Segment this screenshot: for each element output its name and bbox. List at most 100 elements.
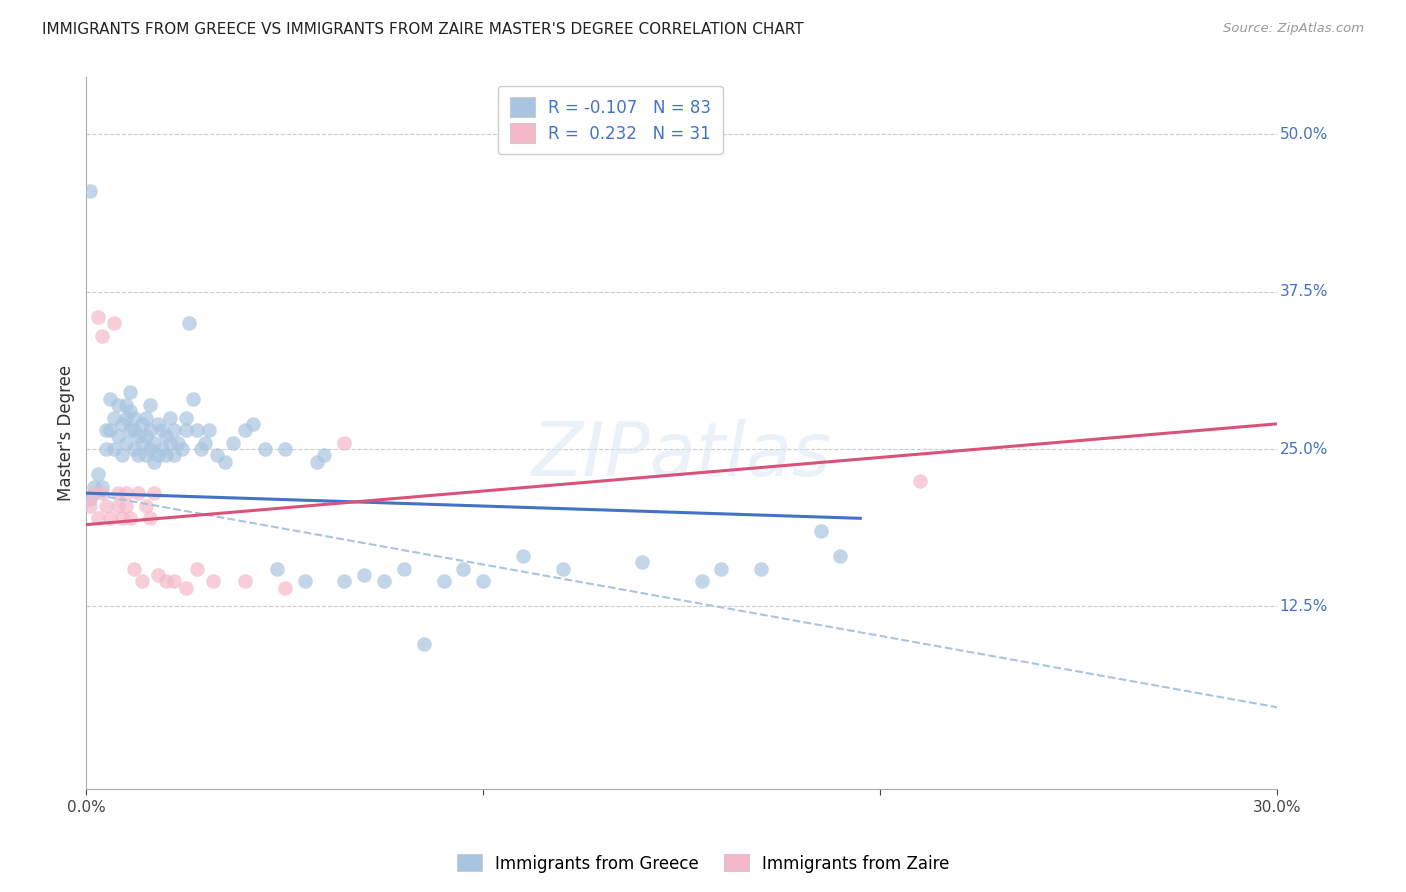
Point (202, 574, 225, 589)
Point (690, 574, 713, 589)
Point (115, 499, 138, 513)
Point (174, 581, 197, 595)
Point (111, 448, 134, 462)
Point (94, 423, 117, 437)
Point (512, 549, 534, 563)
Point (222, 435, 245, 450)
Point (150, 423, 173, 437)
Point (155, 448, 177, 462)
Point (749, 562, 772, 576)
Point (183, 392, 205, 406)
Point (87, 511, 110, 525)
Point (103, 410, 125, 425)
Point (159, 435, 181, 450)
Point (162, 574, 184, 589)
Point (135, 410, 157, 425)
Point (135, 499, 157, 513)
Point (118, 404, 141, 418)
Point (103, 442, 125, 456)
Point (139, 423, 162, 437)
Point (305, 455, 328, 469)
Point (87, 467, 110, 482)
Point (91, 480, 114, 494)
Point (107, 429, 129, 443)
Point (135, 448, 157, 462)
Point (159, 410, 181, 425)
Point (139, 442, 162, 456)
Point (186, 562, 208, 576)
Point (174, 423, 197, 437)
Point (253, 442, 276, 456)
Point (142, 455, 165, 469)
Point (94, 499, 117, 513)
Point (274, 442, 297, 456)
Point (122, 410, 145, 425)
Text: 12.5%: 12.5% (1279, 599, 1327, 614)
Point (115, 435, 138, 450)
Point (266, 562, 288, 576)
Point (79, 499, 101, 513)
Point (233, 423, 256, 437)
Point (392, 562, 415, 576)
Point (115, 486, 138, 500)
Point (127, 448, 149, 462)
Text: Source: ZipAtlas.com: Source: ZipAtlas.com (1223, 22, 1364, 36)
Point (472, 574, 495, 589)
Point (190, 442, 212, 456)
Point (242, 417, 264, 431)
Point (142, 486, 165, 500)
Text: 50.0%: 50.0% (1279, 127, 1327, 142)
Point (118, 423, 141, 437)
Point (166, 435, 188, 450)
Point (373, 574, 395, 589)
Text: 37.5%: 37.5% (1279, 284, 1327, 299)
Point (194, 435, 217, 450)
Point (353, 568, 375, 582)
Point (98, 423, 121, 437)
Point (94, 442, 117, 456)
Point (118, 511, 141, 525)
Point (155, 574, 177, 589)
Point (91, 328, 114, 343)
Point (551, 562, 574, 576)
Point (98, 392, 121, 406)
Point (453, 562, 475, 576)
Point (107, 398, 129, 412)
Point (146, 568, 169, 582)
Point (122, 423, 145, 437)
Point (115, 398, 138, 412)
Point (170, 442, 193, 456)
Point (294, 574, 316, 589)
Point (139, 398, 162, 412)
Point (139, 511, 162, 525)
Point (207, 448, 229, 462)
Point (198, 423, 221, 437)
Legend: Immigrants from Greece, Immigrants from Zaire: Immigrants from Greece, Immigrants from … (450, 847, 956, 880)
Point (135, 429, 157, 443)
Point (83, 486, 105, 500)
Text: 25.0%: 25.0% (1279, 442, 1327, 457)
Point (333, 435, 356, 450)
Point (103, 316, 125, 330)
Point (131, 435, 153, 450)
Point (107, 486, 129, 500)
Point (186, 423, 208, 437)
Text: IMMIGRANTS FROM GREECE VS IMMIGRANTS FROM ZAIRE MASTER'S DEGREE CORRELATION CHAR: IMMIGRANTS FROM GREECE VS IMMIGRANTS FRO… (42, 22, 804, 37)
Point (174, 410, 197, 425)
Point (146, 417, 169, 431)
Point (810, 524, 832, 538)
Point (127, 486, 149, 500)
Legend: R = -0.107   N = 83, R =  0.232   N = 31: R = -0.107 N = 83, R = 0.232 N = 31 (498, 86, 723, 154)
Point (131, 417, 153, 431)
Point (830, 549, 852, 563)
Point (87, 310, 110, 324)
Point (233, 574, 256, 589)
Point (79, 184, 101, 198)
Point (162, 448, 184, 462)
Point (432, 574, 454, 589)
Point (214, 455, 236, 469)
Point (91, 486, 114, 500)
Point (412, 637, 434, 651)
Point (122, 442, 145, 456)
Point (118, 385, 141, 400)
